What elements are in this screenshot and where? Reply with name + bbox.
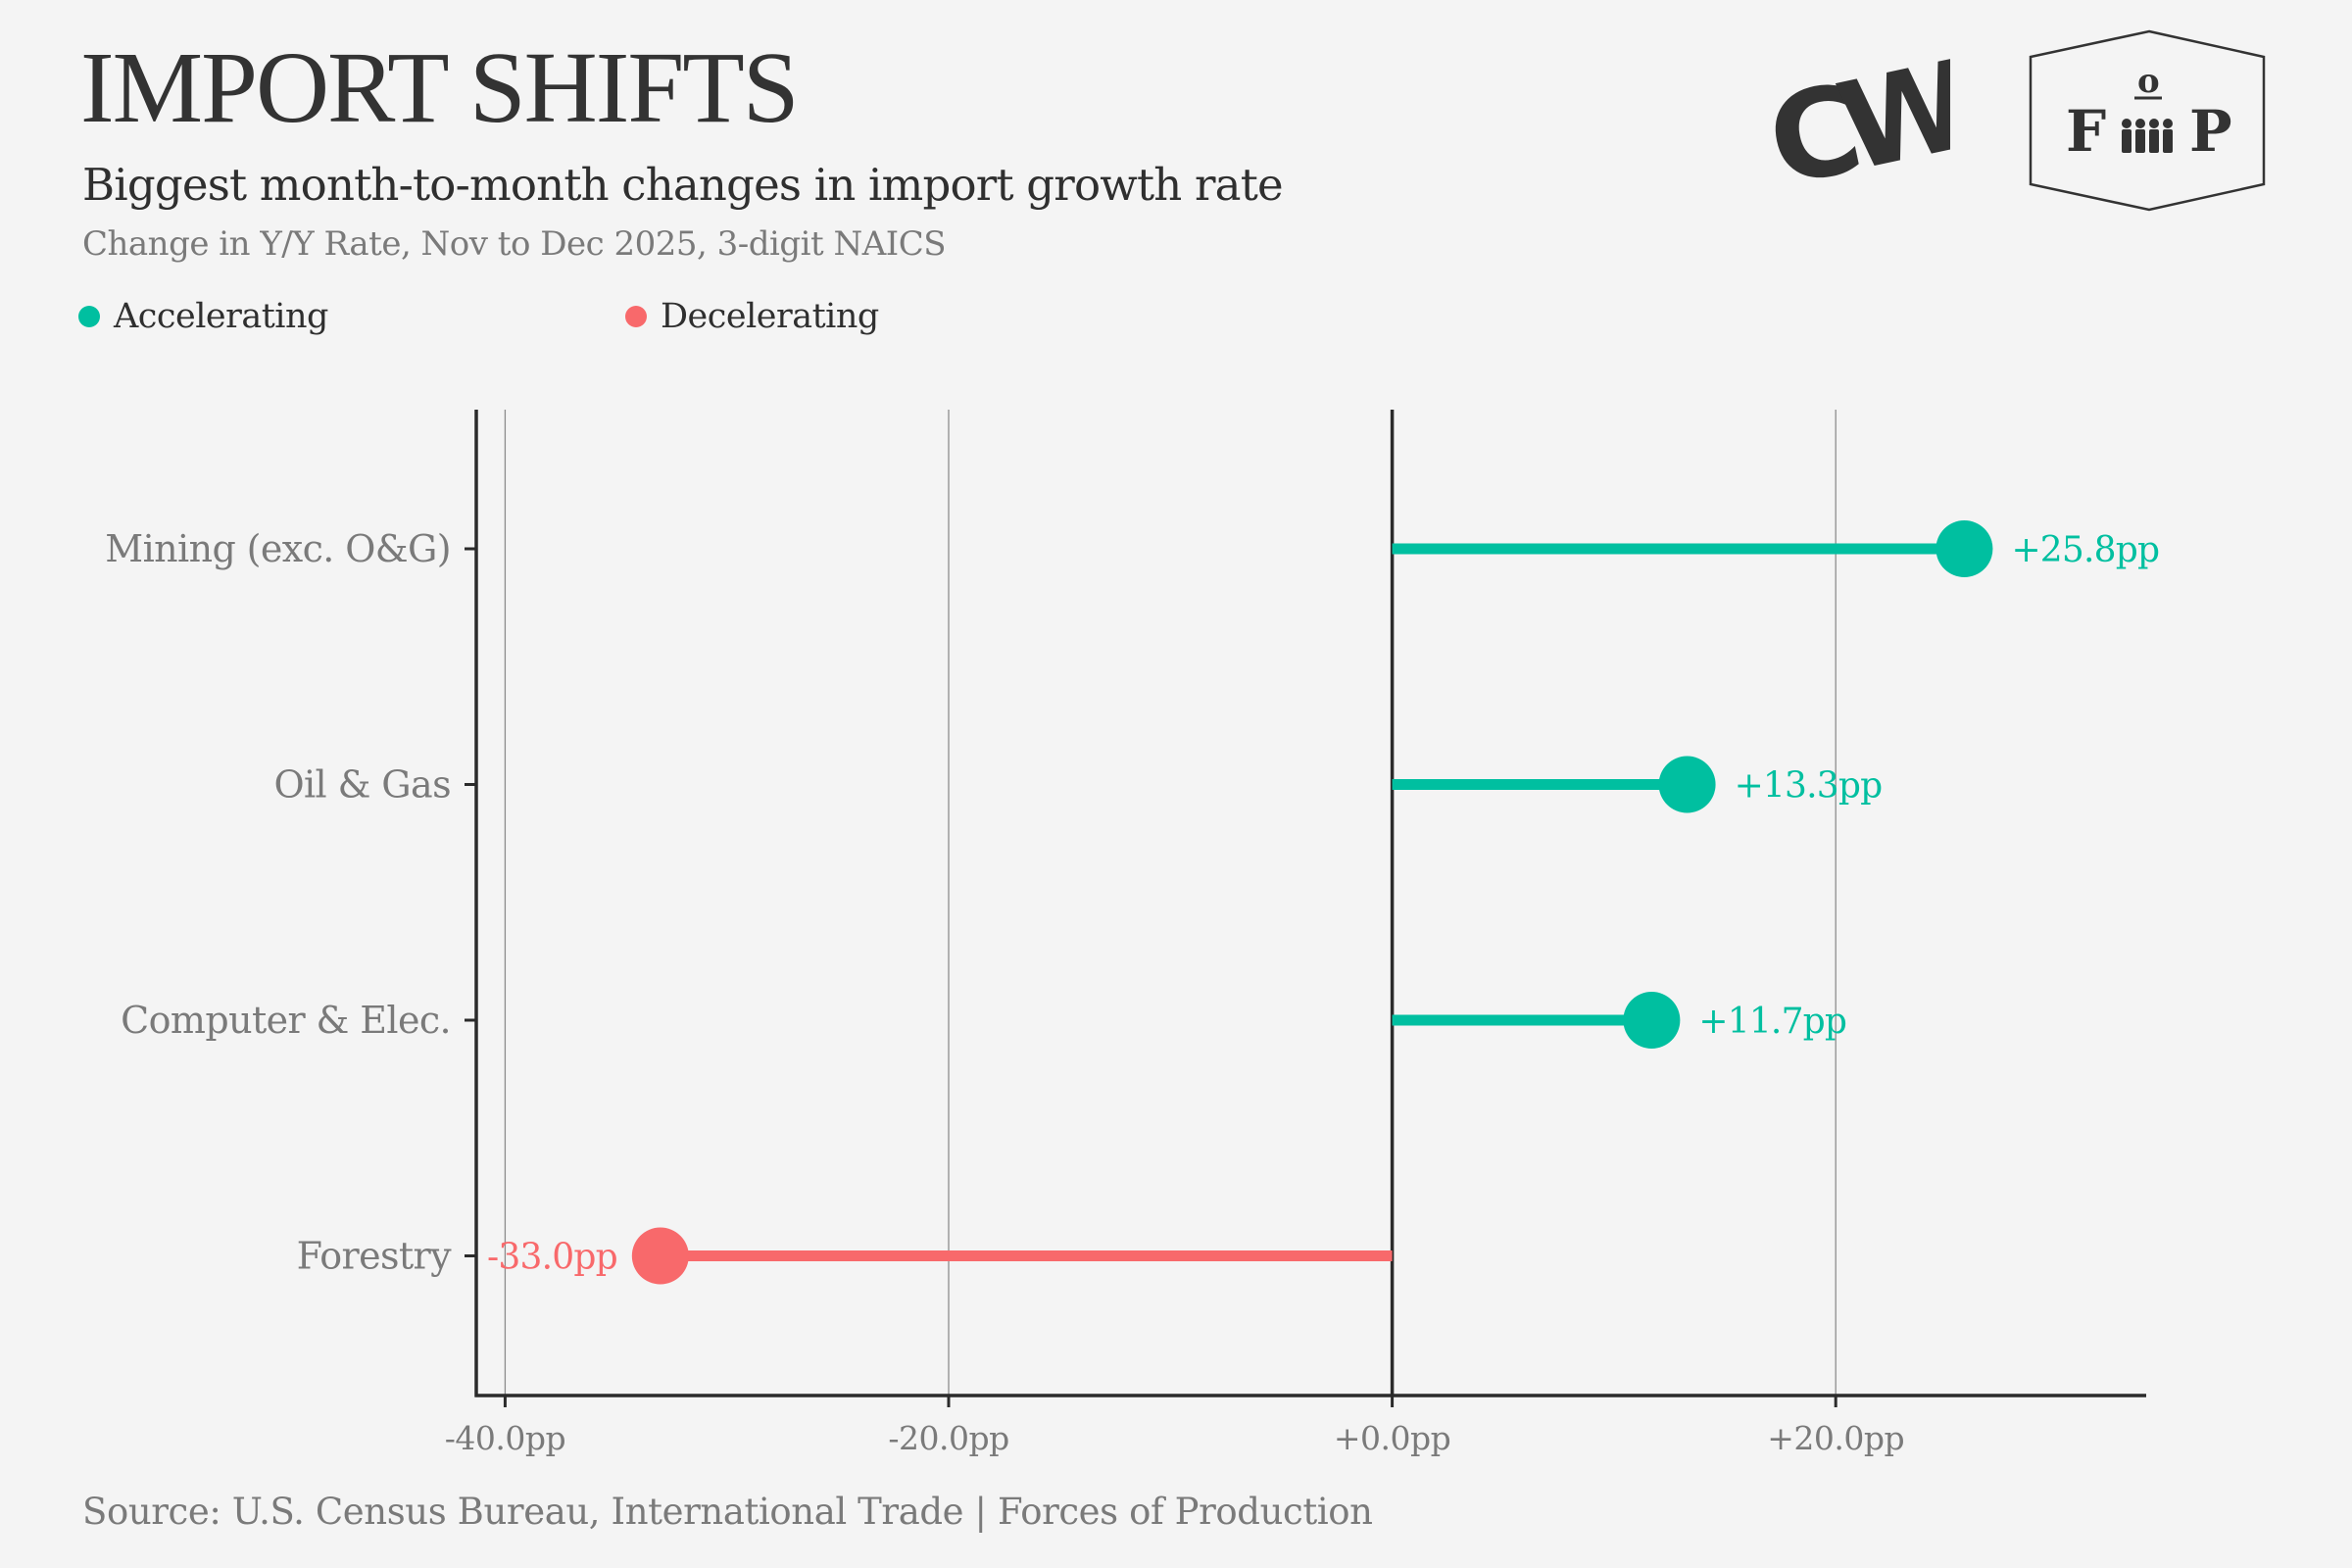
chart-subtitle: Biggest month-to-month changes in import… xyxy=(82,159,1284,211)
lollipop-dot-3 xyxy=(631,1227,689,1285)
cw-logo-icon: CW xyxy=(1764,59,1950,206)
legend-item-decelerating: Decelerating xyxy=(625,295,879,338)
value-label-0: +25.8pp xyxy=(2011,530,2159,570)
axis-layer xyxy=(465,410,2146,1407)
legend-label-accelerating: Accelerating xyxy=(114,297,328,336)
category-label-1: Oil & Gas xyxy=(273,763,451,807)
legend-dot-decelerating-icon xyxy=(625,306,647,327)
marks-layer xyxy=(631,520,1993,1285)
x-tick-label-2: +0.0pp xyxy=(1334,1419,1450,1457)
category-label-2: Computer & Elec. xyxy=(121,999,451,1042)
fop-logo-people-icon xyxy=(2122,119,2173,153)
fop-logo-letter-left: F xyxy=(2066,98,2106,165)
chart-title: IMPORT SHIFTS xyxy=(80,31,800,144)
legend-dot-accelerating-icon xyxy=(78,306,100,327)
grid-layer xyxy=(504,410,1837,1396)
lollipop-dot-0 xyxy=(1936,520,1993,577)
x-tick-label-1: -20.0pp xyxy=(888,1419,1008,1457)
category-label-0: Mining (exc. O&G) xyxy=(105,527,451,570)
category-label-3: Forestry xyxy=(297,1235,453,1278)
fop-logo-icon: F P o xyxy=(2029,29,2266,212)
lollipop-dot-1 xyxy=(1658,756,1716,813)
labels-layer: -40.0pp -20.0pp +0.0pp +20.0pp Mining (exc. … xyxy=(105,527,2160,1457)
x-tick-label-3: +20.0pp xyxy=(1767,1419,1904,1457)
fop-logo-letter-top: o xyxy=(2137,62,2160,101)
chart-caption: Change in Y/Y Rate, Nov to Dec 2025, 3-d… xyxy=(82,224,947,264)
cw-logo-text: CW xyxy=(1764,59,1950,206)
x-tick-label-0: -40.0pp xyxy=(445,1419,565,1457)
source-note: Source: U.S. Census Bureau, Internationa… xyxy=(82,1491,1373,1533)
legend-item-accelerating: Accelerating xyxy=(78,295,328,338)
lollipop-dot-2 xyxy=(1623,992,1681,1049)
legend-label-decelerating: Decelerating xyxy=(661,297,879,336)
value-label-2: +11.7pp xyxy=(1698,1002,1846,1042)
value-label-3: -33.0pp xyxy=(487,1238,617,1278)
value-label-1: +13.3pp xyxy=(1735,766,1883,807)
fop-logo-letter-right: P xyxy=(2189,98,2232,165)
fop-logo-frame xyxy=(2029,29,2266,212)
